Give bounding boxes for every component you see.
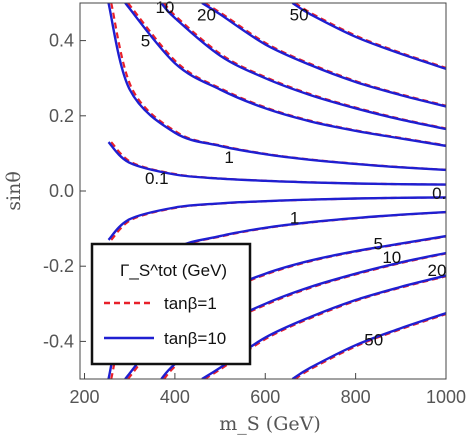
y-tick-label: -0.4 (43, 331, 74, 351)
contour-label: 1 (224, 148, 233, 167)
legend: Γ_S^tot (GeV) tanβ=1 tanβ=10 (90, 242, 252, 366)
contour-20-upper-tanb10-line (201, 3, 446, 108)
x-axis-ticks: 200 400 600 800 1000 (69, 373, 466, 407)
x-axis-label: m_S (GeV) (219, 413, 321, 435)
y-axis-ticks: 0.4 0.2 0.0 -0.2 -0.4 (43, 31, 86, 351)
contour-5-upper-tanb1-line (127, 3, 446, 147)
y-tick-label: -0.2 (43, 256, 74, 276)
y-axis-label: sinθ (3, 171, 25, 211)
contour-20-lower-tanb10-line (201, 274, 446, 379)
y-tick-label: 0.0 (49, 181, 74, 201)
contour-1-upper-tanb1-line (110, 3, 446, 171)
legend-entry-tanb10: tanβ=10 (164, 329, 226, 348)
legend-entry-tanb1: tanβ=1 (164, 294, 217, 313)
contour-50-lower-tanb10-line (291, 312, 446, 379)
contour-50-upper-tanb1-line (294, 3, 446, 70)
contour-label: 0. (432, 184, 446, 203)
contour-label: 5 (141, 32, 150, 51)
contour-50-upper-tanb10-line (291, 3, 446, 70)
y-tick-label: 0.4 (49, 31, 74, 51)
x-tick-label: 1000 (426, 387, 466, 407)
contour-10-upper-tanb10-line (160, 3, 446, 131)
contour-5-upper-tanb10-line (124, 3, 446, 148)
contour-label: 20 (197, 5, 216, 24)
contour-20-upper-tanb1-line (204, 3, 446, 107)
legend-title: Γ_S^tot (GeV) (120, 261, 227, 280)
contour-label: 5 (373, 235, 382, 254)
x-tick-label: 800 (341, 387, 371, 407)
y-tick-label: 0.2 (49, 106, 74, 126)
x-tick-label: 600 (250, 387, 280, 407)
contour-0p1-lower-tanb1-line (110, 196, 446, 241)
contour-label: 10 (382, 248, 401, 267)
contour-label: 1 (290, 208, 299, 227)
contour-label: 10 (155, 0, 174, 17)
contour-0p1-lower-tanb10-line (107, 196, 446, 241)
contour-1-upper-tanb10-line (107, 3, 446, 172)
x-tick-label: 400 (160, 387, 190, 407)
contour-label: 50 (364, 331, 383, 350)
contour-0p1-upper-tanb10-line (107, 141, 446, 186)
x-tick-label: 200 (69, 387, 99, 407)
contour-label: 0.1 (145, 169, 169, 188)
contour-label: 50 (290, 5, 309, 24)
contour-label: 20 (428, 261, 447, 280)
